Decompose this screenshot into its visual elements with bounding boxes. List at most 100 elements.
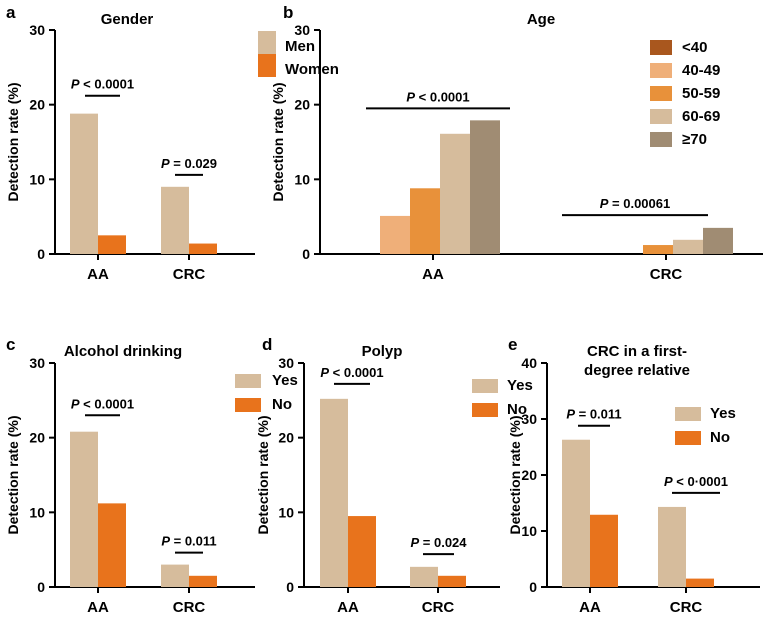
legend-swatch [650,86,672,101]
bar-No-AA [590,514,618,587]
legend-swatch [258,54,276,77]
panel-letter: c [6,335,15,354]
panel-b: b Age Detection rate (%) 0 10 20 30 AA CRC <40 40-… [270,3,763,283]
chart-title: Age [527,11,555,28]
y-tick-label: 0 [37,246,45,262]
x-tick-label: CRC [670,599,703,615]
p-value-label: P < 0.0001 [71,77,134,92]
x-tick-label: AA [337,599,359,615]
legend-label: 60-69 [682,108,720,125]
legend-label: No [272,396,292,413]
legend-label: <40 [682,39,707,56]
bar-Women-AA [98,235,126,254]
y-tick-label: 20 [29,97,45,113]
p-value-label: P < 0.0001 [320,365,383,380]
y-tick-label: 0 [286,579,294,595]
legend-swatch [235,398,261,412]
chart-title-line: CRC in a first- [587,343,687,360]
y-tick-label: 10 [29,171,45,187]
bar-50-59-AA [410,188,440,254]
x-tick-label: AA [87,266,109,283]
y-tick-label: 0 [37,579,45,595]
chart-title: Polyp [362,343,403,360]
bar-60-69-AA [440,133,470,254]
legend-label: No [507,401,527,418]
bar-Men-AA [70,113,98,254]
x-tick-label: CRC [173,599,206,615]
legend-swatch [650,132,672,147]
chart-title: Gender [101,11,154,28]
y-tick-label: 20 [294,97,310,113]
legend-label: Women [285,61,339,78]
legend-swatch [472,379,498,393]
legend-label: ≥70 [682,131,707,148]
bar-Yes-CRC [658,506,686,587]
y-axis-label: Detection rate (%) [270,82,286,201]
y-tick-label: 30 [294,22,310,38]
p-value-label: P < 0·0001 [664,474,728,489]
bar-No-CRC [189,575,217,587]
bar-Men-CRC [161,186,189,254]
y-axis-label: Detection rate (%) [255,415,271,534]
bar-Women-CRC [189,243,217,254]
bar-Yes-CRC [161,564,189,587]
legend-swatch [650,63,672,78]
legend-swatch [675,431,701,445]
y-tick-label: 10 [521,523,537,539]
y-tick-label: 0 [302,246,310,262]
panel-letter: b [283,3,293,22]
legend-swatch [650,109,672,124]
legend-label: 40-49 [682,62,720,79]
bar-50-59-CRC [643,245,673,254]
panel-letter: d [262,335,272,354]
panel-d: d Polyp Detection rate (%) 0 10 20 30 AA CRC Yes N… [255,335,533,616]
bar-Yes-AA [562,439,590,587]
x-tick-label: AA [422,266,444,283]
legend-swatch [472,403,498,417]
y-tick-label: 40 [521,355,537,371]
legend-swatch [650,40,672,55]
bar-Yes-AA [320,398,348,587]
legend-label: No [710,429,730,446]
bar-Yes-CRC [410,566,438,587]
panel-e: e CRC in a first-degree relative Detection… [507,335,760,616]
y-tick-label: 10 [278,504,294,520]
y-tick-label: 0 [529,579,537,595]
bar-≥70-AA [470,120,500,254]
x-tick-label: CRC [650,266,683,283]
y-tick-label: 30 [29,22,45,38]
bar-40-49-AA [380,215,410,254]
panel-letter: a [6,3,16,22]
bar-60-69-CRC [673,239,703,254]
legend-swatch [235,374,261,388]
legend-label: Men [285,38,315,55]
legend-label: Yes [272,372,298,389]
legend-label: 50-59 [682,85,720,102]
panel-letter: e [508,335,517,354]
y-tick-label: 10 [294,171,310,187]
legend-label: Yes [710,405,736,422]
p-value-label: P = 0.024 [410,535,467,550]
panel-c: c Alcohol drinking Detection rate (%) 0 10 20… [5,335,298,616]
y-tick-label: 30 [29,355,45,371]
chart-title-line: degree relative [584,362,690,379]
bar-No-CRC [438,575,466,587]
legend-swatch [258,31,276,54]
bar-Yes-AA [70,431,98,587]
y-axis-label: Detection rate (%) [507,415,523,534]
y-tick-label: 20 [278,430,294,446]
panel-a: a Gender Detection rate (%) 0 10 20 30 AA CRC Men… [5,3,339,283]
legend-swatch [675,407,701,421]
bar-≥70-CRC [703,227,733,254]
p-value-label: P = 0.011 [161,534,216,549]
p-value-label: P < 0.0001 [406,89,469,104]
bar-No-AA [98,503,126,587]
y-tick-label: 20 [29,430,45,446]
y-tick-label: 10 [29,504,45,520]
x-tick-label: AA [87,599,109,615]
bar-No-AA [348,516,376,587]
x-tick-label: AA [579,599,601,615]
x-tick-label: CRC [422,599,455,615]
x-tick-label: CRC [173,266,206,283]
